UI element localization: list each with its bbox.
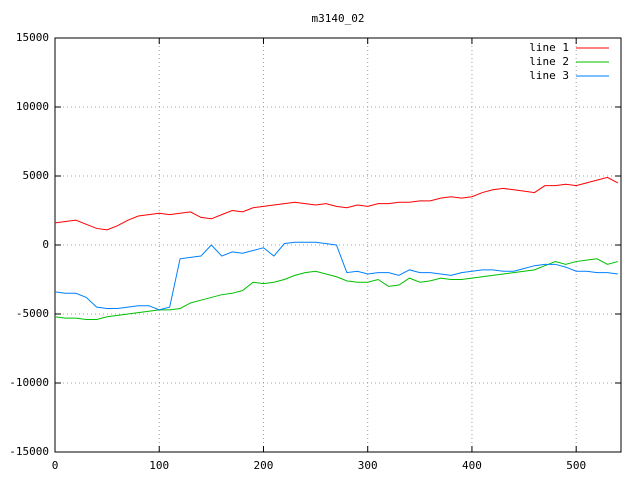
x-tick-label: 500: [566, 459, 586, 472]
data-line: [54, 258, 619, 321]
data-line: [54, 176, 619, 231]
x-tick-label: 100: [149, 459, 169, 472]
y-tick-label: 0: [42, 238, 49, 251]
y-tick-label: -10000: [9, 376, 49, 389]
y-tick-label: 5000: [23, 169, 50, 182]
y-tick-label: -15000: [9, 445, 49, 458]
x-tick-label: 0: [52, 459, 59, 472]
y-tick-label: 10000: [16, 100, 49, 113]
chart-title: m3140_02: [312, 12, 365, 25]
y-tick-label: 15000: [16, 31, 49, 44]
x-tick-label: 400: [462, 459, 482, 472]
plot-frame: [54, 37, 622, 453]
y-tick-label: -5000: [16, 307, 49, 320]
data-line: [54, 241, 618, 311]
legend-label: line 3: [529, 69, 569, 82]
x-tick-label: 200: [254, 459, 274, 472]
x-tick-label: 300: [358, 459, 378, 472]
legend-label: line 2: [529, 55, 569, 68]
legend-label: line 1: [529, 41, 569, 54]
